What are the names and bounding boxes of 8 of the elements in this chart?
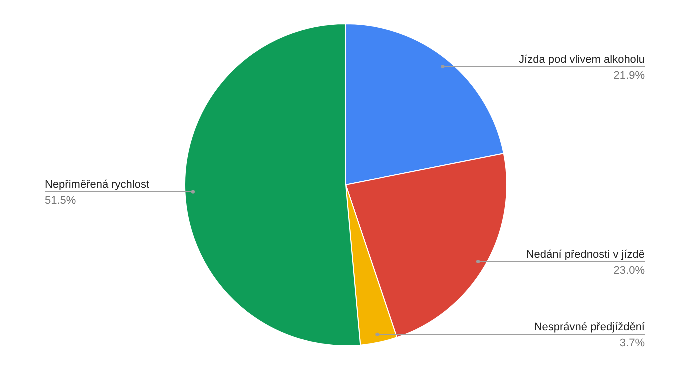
slice-label: Nepřiměřená rychlost	[45, 178, 150, 191]
data-label: 21.9%	[614, 70, 646, 82]
slice-label: Nesprávné předjíždění	[534, 322, 646, 334]
data-label: 3.7%	[620, 338, 646, 350]
data-label: 23.0%	[614, 264, 646, 277]
data-label: 51.5%	[45, 194, 76, 207]
slice-label: Jízda pod vlivem alkoholu	[519, 54, 645, 66]
slice-label: Nedání přednosti v jízdě	[526, 248, 645, 261]
